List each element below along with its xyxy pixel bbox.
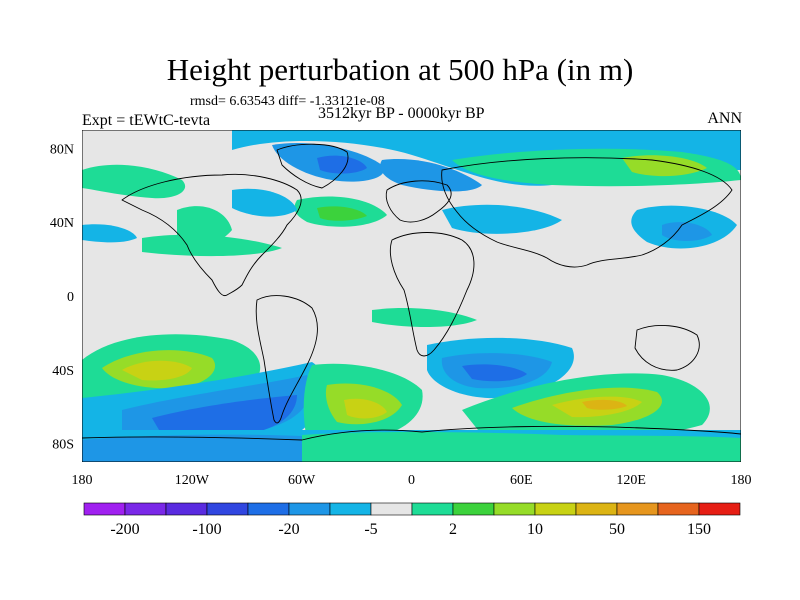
contour-region	[582, 399, 627, 410]
colorbar-swatch	[575, 502, 618, 516]
period-subtitle: 3512kyr BP - 0000kyr BP	[318, 105, 485, 122]
lon-tick-label: 180	[731, 473, 752, 488]
lon-tick-label: 60E	[510, 473, 533, 488]
colorbar-swatch	[411, 502, 454, 516]
colorbar-swatch	[698, 502, 741, 516]
colorbar-label: -20	[278, 521, 299, 538]
contour-region	[622, 155, 707, 177]
season-label: ANN	[707, 110, 742, 127]
lon-tick-label: 120W	[175, 473, 210, 488]
colorbar-swatch	[165, 502, 208, 516]
coastline-australia	[634, 325, 700, 371]
colorbar-swatch	[247, 502, 290, 516]
lon-tick-label: 120E	[616, 473, 646, 488]
colorbar-label: 2	[449, 521, 457, 538]
colorbar-swatch	[329, 502, 372, 516]
contour-region	[317, 155, 367, 174]
map-title: Height perturbation at 500 hPa (in m)	[166, 52, 634, 87]
colorbar-label: -200	[110, 521, 139, 538]
colorbar-swatch	[534, 502, 577, 516]
contour-region	[302, 431, 741, 462]
colorbar-swatch	[206, 502, 249, 516]
lat-tick-label: 40N	[50, 216, 74, 231]
contour-map	[82, 130, 741, 462]
colorbar-swatch	[616, 502, 659, 516]
colorbar-label: 150	[687, 521, 711, 538]
lon-tick-label: 180	[72, 473, 93, 488]
contour-region	[82, 434, 302, 462]
contour-region	[344, 398, 387, 419]
coastline-greenland	[276, 143, 349, 189]
coastlines	[82, 143, 741, 441]
experiment-label: Expt = tEWtC-tevta	[82, 112, 211, 129]
colorbar-swatch	[452, 502, 495, 516]
coastline-antarctica	[82, 425, 741, 441]
contour-region	[122, 360, 192, 381]
coastline-europe	[385, 180, 452, 223]
contour-region	[142, 234, 282, 257]
lat-tick-label: 80S	[52, 438, 74, 453]
colorbar-swatch	[288, 502, 331, 516]
colorbar-swatch	[124, 502, 167, 516]
colorbar-swatch	[83, 502, 126, 516]
contour-region	[152, 395, 297, 435]
colorbar-label: -5	[364, 521, 377, 538]
colorbar-label: 10	[527, 521, 543, 538]
contour-region	[462, 364, 527, 382]
contour-region	[380, 159, 482, 192]
lat-tick-label: 80N	[50, 142, 74, 157]
coastline-south-america	[255, 295, 318, 424]
lon-tick-label: 60W	[288, 473, 316, 488]
lat-tick-label: 40S	[52, 364, 74, 379]
colorbar-swatch	[370, 502, 413, 516]
coastline-africa	[389, 232, 475, 357]
contour-region	[662, 222, 712, 242]
lat-tick-label: 0	[67, 290, 74, 305]
colorbar: -200 -100 -20 -5 2 10 50 150	[83, 502, 741, 538]
coastline-north-america	[121, 173, 302, 297]
contour-region	[317, 206, 367, 221]
colorbar-swatch	[657, 502, 700, 516]
contour-region	[82, 224, 137, 243]
rmsd-diff-stats: rmsd= 6.63543 diff= -1.33121e-08	[190, 94, 385, 109]
contour-region	[177, 206, 232, 245]
colorbar-label: 50	[609, 521, 625, 538]
contour-region	[82, 164, 186, 199]
lon-tick-label: 0	[408, 473, 415, 488]
contour-region	[372, 308, 477, 327]
contour-region	[232, 188, 297, 217]
colorbar-label: -100	[192, 521, 221, 538]
colorbar-swatch	[493, 502, 536, 516]
coastline-asia	[441, 157, 733, 268]
